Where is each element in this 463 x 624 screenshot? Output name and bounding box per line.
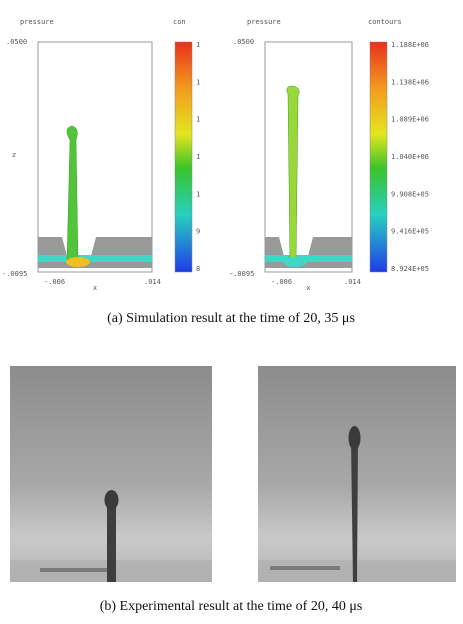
jet-base <box>283 257 307 267</box>
legend-label: 1.188E+06 <box>391 41 429 49</box>
fluid-layer <box>265 255 352 262</box>
legend-label: 9.416E+05 <box>391 228 429 236</box>
x-axis-label: x <box>306 284 310 292</box>
jet-column <box>66 125 79 263</box>
y-axis-label: z <box>12 151 16 159</box>
legend-label: 1 <box>196 78 200 86</box>
legend-label: 9 <box>196 228 200 236</box>
legend-label: 1.040E+06 <box>391 153 429 161</box>
legend-label: 1.089E+06 <box>391 116 429 124</box>
substrate-lower <box>265 262 352 268</box>
photo-left <box>10 366 212 582</box>
y-bottom-label: -.0095 <box>2 270 27 278</box>
caption: (b) Experimental result at the time of 2… <box>100 599 363 614</box>
fluid-layer <box>38 255 152 262</box>
x-left-label: -.006 <box>271 278 292 286</box>
y-bottom-label: -.0095 <box>229 270 254 278</box>
legend-label: 1 <box>196 190 200 198</box>
x-right-label: .014 <box>344 278 361 286</box>
legend-label: 8 <box>196 265 200 273</box>
caption: (a) Simulation result at the time of 20,… <box>107 311 355 326</box>
variable-label: pressure <box>20 18 54 26</box>
legend-label: 8.924E+05 <box>391 265 429 273</box>
jet-column <box>286 85 300 263</box>
y-top-label: .0500 <box>6 38 27 46</box>
substrate-lower <box>38 262 152 268</box>
legend-label: 1 <box>196 153 200 161</box>
jet-base <box>66 257 90 267</box>
photo-right <box>258 366 456 582</box>
legend-title: con <box>173 18 186 26</box>
variable-label: pressure <box>247 18 281 26</box>
x-right-label: .014 <box>144 278 161 286</box>
x-axis-label: x <box>93 284 97 292</box>
plot-frame <box>264 41 353 273</box>
legend-label: 9.908E+05 <box>391 190 429 198</box>
colorbar <box>174 41 193 273</box>
legend-label: 1.138E+06 <box>391 78 429 86</box>
plot-frame <box>37 41 153 273</box>
colorbar <box>369 41 388 273</box>
x-left-label: -.006 <box>44 278 65 286</box>
legend-title: contours <box>368 18 402 26</box>
legend-label: 1 <box>196 116 200 124</box>
legend-label: 1 <box>196 41 200 49</box>
y-top-label: .0500 <box>233 38 254 46</box>
